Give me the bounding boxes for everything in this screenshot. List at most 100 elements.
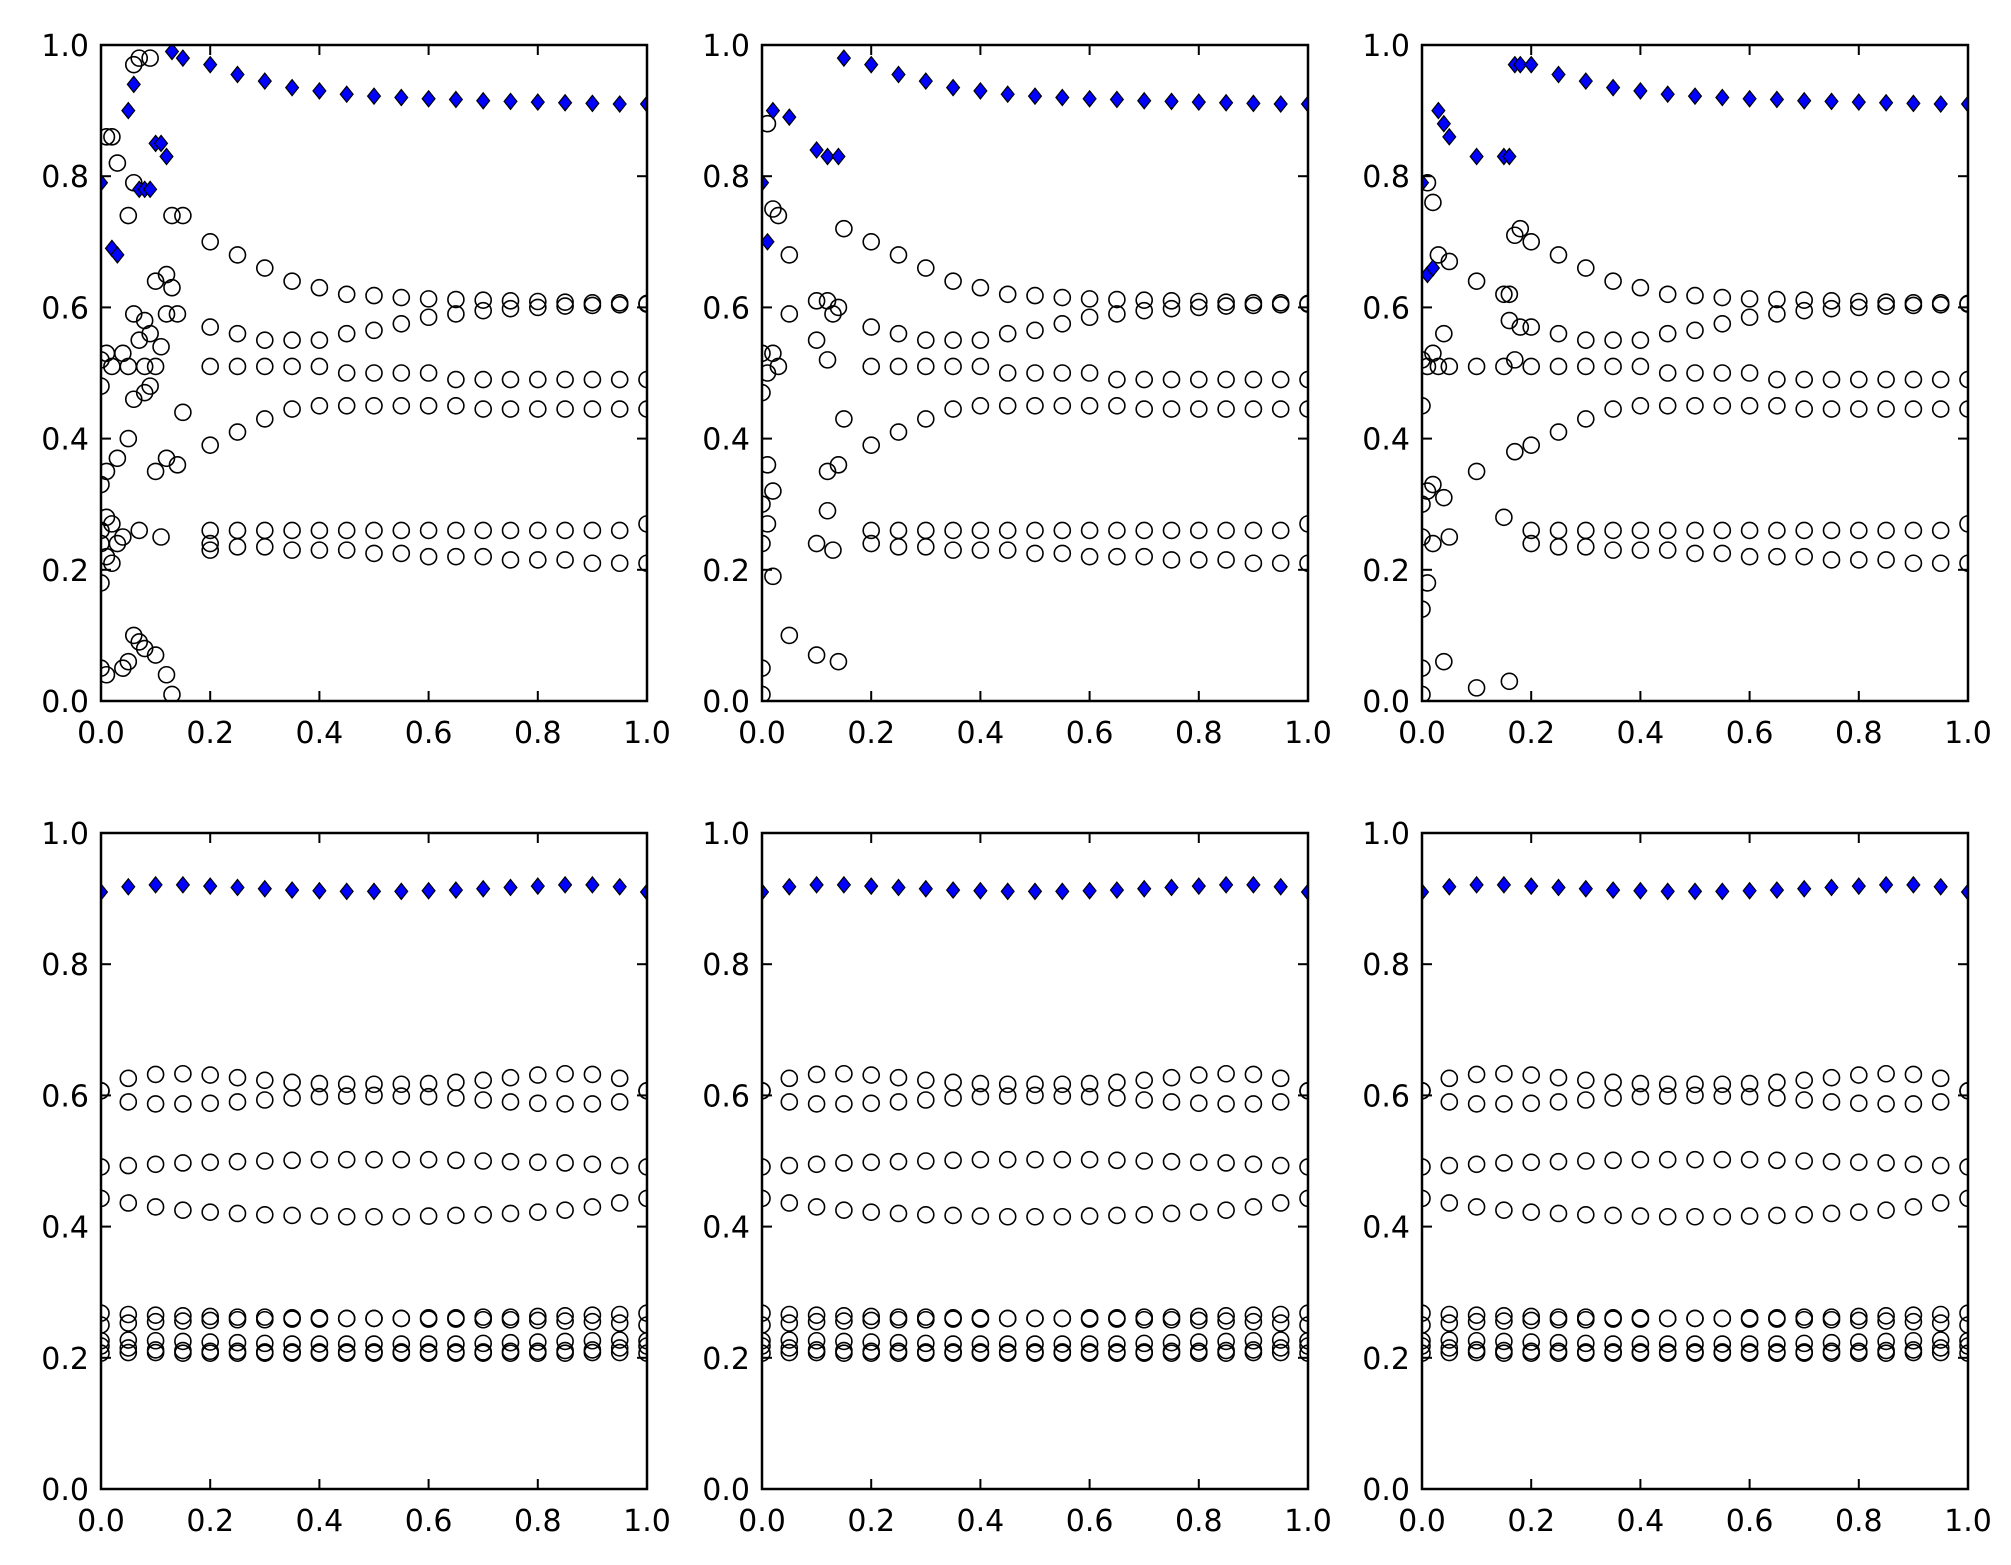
circle-marker (1877, 297, 1895, 315)
circle-marker (998, 1309, 1017, 1328)
diamond-marker (530, 93, 545, 112)
circle-marker (1467, 1306, 1486, 1324)
circle-marker (862, 1307, 881, 1326)
circle-marker (944, 1310, 962, 1328)
circle-marker (862, 1153, 881, 1172)
y-tick-label: 0.8 (1362, 160, 1410, 195)
circle-marker (201, 1203, 219, 1221)
circle-marker (1713, 288, 1732, 307)
circle-marker (1658, 521, 1677, 540)
circle-marker (889, 324, 908, 343)
circle-marker (201, 233, 219, 251)
circle-marker (1135, 1091, 1153, 1109)
x-tick-label: 0.2 (186, 716, 234, 751)
circle-marker (1080, 1335, 1099, 1353)
circle-marker (762, 1337, 771, 1355)
circle-marker (228, 1068, 247, 1087)
circle-marker (1190, 1066, 1208, 1084)
circle-marker (638, 554, 647, 573)
circle-marker (1495, 1344, 1513, 1363)
circle-marker (1135, 1334, 1153, 1353)
circle-marker (201, 1333, 219, 1351)
circle-marker (1768, 370, 1786, 389)
y-tick-label: 1.0 (702, 29, 750, 64)
circle-marker (1577, 410, 1595, 428)
circle-marker (1658, 1087, 1677, 1105)
circle-marker (780, 1156, 799, 1175)
x-tick-label: 1.0 (1944, 716, 1992, 751)
diamond-marker (1422, 173, 1430, 192)
circle-marker (228, 1093, 247, 1111)
x-tick-label: 1.0 (1944, 1504, 1992, 1539)
axes-frame (99, 831, 649, 1491)
circle-marker (174, 1154, 192, 1172)
circle-marker (1904, 296, 1923, 315)
circle-marker (528, 1153, 547, 1172)
diamond-marker (142, 180, 158, 199)
circle-marker (141, 49, 159, 67)
circle-marker (862, 521, 881, 540)
circle-marker (365, 286, 383, 305)
circle-marker (114, 659, 132, 678)
circle-marker (1822, 370, 1841, 389)
circle-marker (916, 538, 935, 556)
y-tick-label: 0.0 (41, 1473, 89, 1508)
circle-marker (971, 541, 990, 559)
circle-marker (1053, 1309, 1072, 1328)
diamond-marker (503, 92, 518, 111)
circle-marker (365, 544, 383, 563)
y-tick-label: 0.8 (702, 160, 750, 195)
circle-marker (1190, 1094, 1208, 1113)
circle-marker (916, 357, 935, 376)
circle-marker (998, 396, 1017, 415)
marker-layer (1422, 875, 1968, 1363)
circle-marker (419, 1150, 438, 1169)
circle-marker (998, 364, 1017, 382)
circle-marker (1522, 1094, 1540, 1113)
circle-marker (1053, 1150, 1072, 1169)
circle-marker (1440, 1314, 1459, 1332)
circle-marker (1422, 1189, 1431, 1208)
circle-marker (889, 1333, 908, 1352)
x-tick-label: 0.8 (1175, 716, 1223, 751)
diamond-marker (203, 877, 218, 896)
circle-marker (1713, 521, 1732, 540)
circle-marker (762, 1344, 771, 1363)
circle-marker (1026, 1150, 1044, 1169)
diamond-marker (1960, 95, 1968, 114)
x-tick-label: 1.0 (1284, 1504, 1332, 1539)
circle-marker (1931, 1069, 1950, 1088)
circle-marker (1522, 534, 1540, 553)
circle-marker (780, 1343, 799, 1362)
y-tick-label: 0.6 (702, 1079, 750, 1114)
circle-marker (365, 1335, 383, 1353)
circle-marker (1713, 1344, 1732, 1363)
circle-marker (337, 1344, 356, 1363)
diamond-marker (1797, 91, 1812, 110)
circle-marker (762, 456, 777, 474)
circle-marker (1795, 1334, 1813, 1353)
diamond-marker (1742, 89, 1757, 108)
circle-marker (1217, 1095, 1235, 1113)
circle-marker (944, 400, 962, 418)
circle-marker (780, 305, 799, 323)
circle-marker (1422, 600, 1431, 618)
circle-marker (971, 278, 990, 297)
circle-marker (283, 521, 301, 540)
circle-marker (1080, 1074, 1099, 1093)
circle-marker (762, 659, 771, 677)
circle-marker (1026, 1075, 1044, 1094)
circle-marker (1422, 659, 1431, 677)
circle-marker (1422, 351, 1431, 369)
circle-marker (824, 305, 842, 323)
diamond-marker (421, 881, 436, 900)
diamond-marker (366, 882, 382, 901)
circle-marker (1440, 357, 1459, 376)
circle-marker (916, 1344, 935, 1363)
diamond-marker (448, 881, 464, 900)
circle-marker (889, 538, 908, 556)
circle-marker (1631, 1310, 1650, 1328)
circle-marker (1604, 1206, 1622, 1225)
circle-marker (1080, 1344, 1099, 1363)
circle-marker (583, 554, 602, 573)
